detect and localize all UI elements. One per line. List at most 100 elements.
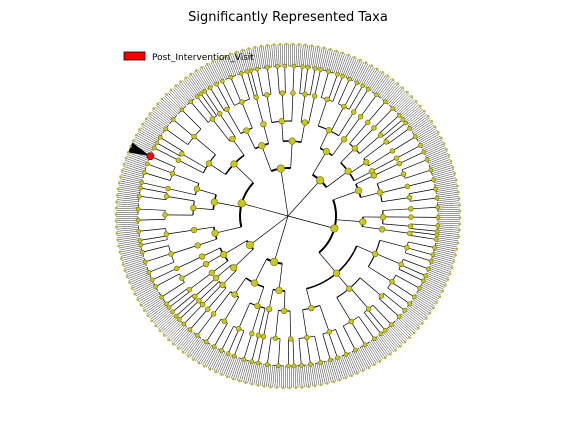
taxon-node-48 [275,64,280,69]
branch-226 [181,109,202,130]
branch-277 [126,156,148,165]
leaf-tip-174 [138,128,141,131]
branch-569 [369,341,382,361]
branch-96 [335,52,343,74]
branch-686 [437,211,460,213]
branch-380 [140,293,160,306]
leaf-tip-36 [391,78,395,81]
branch-673 [437,228,460,231]
branch-78 [359,64,371,85]
taxon-node-99 [190,226,198,234]
branch-509 [292,338,295,366]
leaf-tip-315 [226,375,229,379]
branch-282 [123,164,145,172]
taxon-node-1 [344,167,352,175]
branch-549 [343,355,352,376]
branch-484 [253,362,259,385]
branch-329 [117,232,139,236]
leaf-tip-456 [455,247,459,251]
branch-156 [256,46,262,69]
branch-297 [118,184,141,190]
branch-579 [380,334,394,352]
branch-448 [257,286,265,307]
leaf-tip-147 [174,84,177,87]
branch-162 [263,124,269,144]
taxon-node-139 [221,318,227,324]
leaf-tip-366 [332,380,335,384]
branch-617 [415,294,435,307]
branch-189 [210,62,221,83]
branch-423 [177,331,193,349]
leaf-tip-423 [428,311,432,315]
branch-183 [220,57,230,79]
taxon-node-218 [400,171,407,177]
branch-429 [179,332,194,350]
legend: Post_Intervention_Visit [123,51,254,63]
branch-199 [197,69,210,89]
branch-439 [193,341,206,360]
branch-57 [360,94,377,117]
branch-455 [215,351,226,373]
branch-59 [379,79,394,98]
branch-629 [423,279,444,290]
taxon-node-191 [420,278,426,284]
branch-340 [170,245,198,255]
taxon-node-100 [163,231,170,237]
branch-456 [227,328,240,354]
leaf-tip-195 [120,169,124,172]
branch-324 [138,228,166,232]
taxon-node-56 [245,69,250,74]
leaf-tip-162 [152,107,155,110]
leaf-tip-297 [192,358,195,361]
taxon-node-190 [398,261,404,267]
branch-527 [313,363,318,386]
branch-342 [119,247,142,253]
branch-264 [133,140,154,151]
taxon-node-123 [212,274,220,282]
branch-93 [328,74,338,100]
taxon-node-9 [407,125,412,131]
branch-27 [405,109,424,124]
branch-174 [236,51,244,73]
branch-519 [300,365,303,388]
branch-125 [301,44,304,67]
taxon-node-201 [433,237,439,242]
branch-526 [311,364,316,386]
taxon-node-31 [340,73,345,79]
branch-77 [344,82,358,107]
taxon-node-209 [408,206,414,212]
branch-706 [434,179,457,185]
branch-571 [371,340,384,360]
branch-464 [229,356,238,378]
leaf-tip-429 [435,301,438,304]
branch-158 [252,47,258,70]
branch-637 [427,269,449,278]
leaf-tip-96 [272,43,275,46]
branch-421 [174,328,190,346]
branch-201 [241,202,289,217]
branch-188 [212,61,223,82]
leaf-tip-441 [446,278,450,281]
leaf-tip-483 [457,190,460,194]
branch-279 [144,172,171,181]
branch-424 [273,215,289,263]
branch-584 [385,329,401,347]
taxon-node-90 [139,180,145,185]
taxon-node-12 [377,132,384,138]
branch-315 [138,219,166,221]
branch-231 [164,95,181,112]
branch-32 [403,105,421,121]
branch-600 [383,293,405,311]
leaf-tip-489 [454,178,458,181]
branch-43 [393,93,410,110]
leaf-tip-450 [452,260,456,263]
taxon-node-59 [238,71,244,76]
taxon-node-194 [404,244,410,251]
taxon-node-199 [378,226,386,233]
taxon-node-0 [316,176,325,185]
taxon-node-147 [249,330,255,337]
branch-69 [368,71,381,90]
branch-696 [437,198,460,201]
branch-704 [435,183,458,189]
branch-4 [396,145,421,159]
